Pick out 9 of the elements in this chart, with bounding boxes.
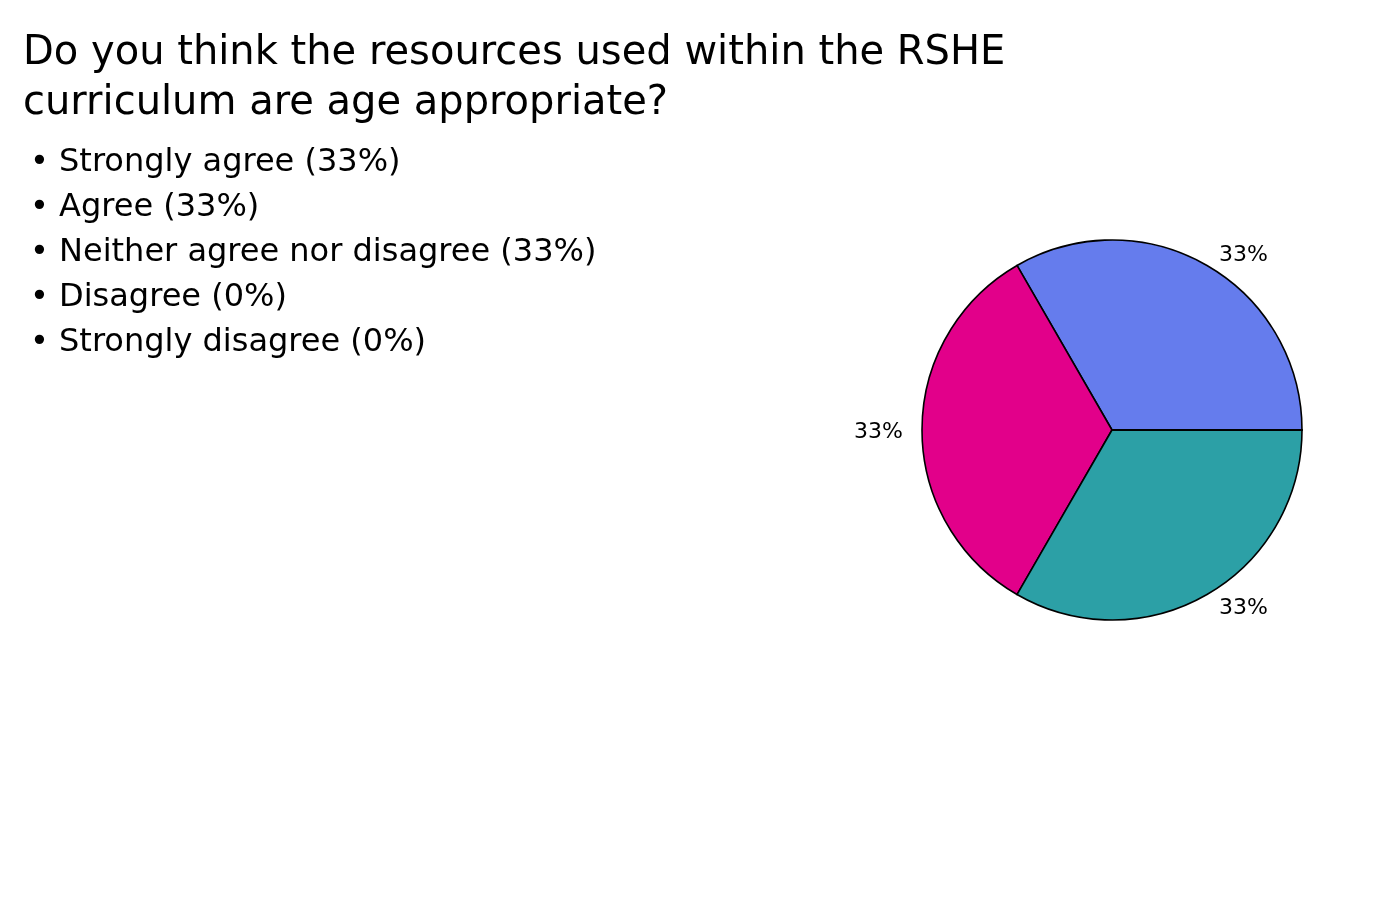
text: Do you think the resources used within the RSHE curriculum are age appropriate? <box>23 27 1019 123</box>
text: • Disagree (0%) <box>30 275 288 316</box>
text: • Strongly disagree (0%) <box>30 320 428 361</box>
text: • Agree (33%) <box>30 185 261 226</box>
text: • Neither agree nor disagree (33%) <box>30 230 597 271</box>
data-label: 33% <box>1219 240 1268 266</box>
text: • Strongly agree (33%) <box>30 140 402 181</box>
data-label: 33% <box>854 417 903 443</box>
data-label: 33% <box>1219 594 1268 620</box>
